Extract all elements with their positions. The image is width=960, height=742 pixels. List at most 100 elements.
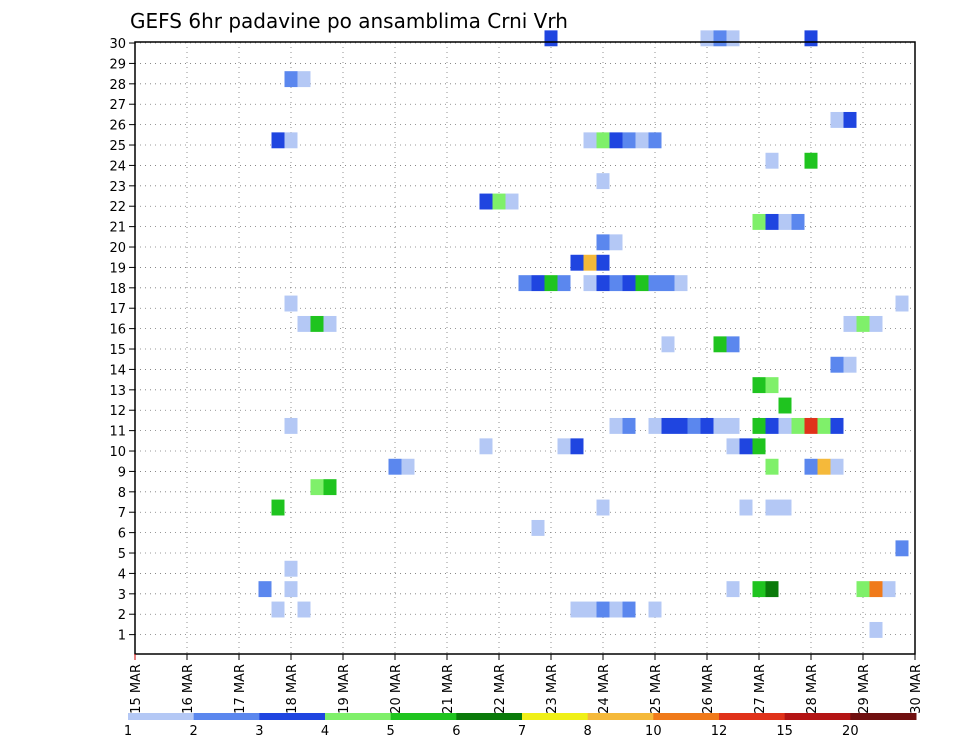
y-tick-label: 26 xyxy=(109,119,126,134)
y-tick-label: 18 xyxy=(109,282,126,297)
colorbar-label: 5 xyxy=(387,724,395,739)
colorbar-label: 2 xyxy=(190,724,198,739)
y-tick-label: 22 xyxy=(109,200,126,215)
heatmap-cell xyxy=(557,275,571,292)
y-tick-label: 3 xyxy=(118,588,126,603)
heatmap-cell xyxy=(648,601,662,618)
colorbar-label: 6 xyxy=(452,724,460,739)
x-tick-label: 30 MAR xyxy=(909,664,924,714)
heatmap-cell xyxy=(297,601,311,618)
heatmap-cell xyxy=(830,111,844,128)
heatmap-cell xyxy=(284,71,298,88)
heatmap-cell xyxy=(869,621,883,638)
colorbar-swatch xyxy=(850,713,917,720)
heatmap-cell xyxy=(583,601,597,618)
heatmap-cell xyxy=(284,581,298,598)
y-tick-label: 19 xyxy=(109,261,126,276)
heatmap-cell xyxy=(310,479,324,496)
colorbar-swatch xyxy=(193,713,260,720)
y-tick-label: 5 xyxy=(118,547,126,562)
heatmap-cell xyxy=(531,519,545,536)
heatmap-cell xyxy=(765,499,779,516)
heatmap-cell xyxy=(297,315,311,332)
x-tick-label: 22 MAR xyxy=(493,664,508,714)
chart-title: GEFS 6hr padavine po ansamblima Crni Vrh xyxy=(130,9,568,33)
y-tick-label: 29 xyxy=(109,57,126,72)
heatmap-cell xyxy=(856,315,870,332)
heatmap-cell xyxy=(765,581,779,598)
y-tick-label: 20 xyxy=(109,241,126,256)
heatmap-cell xyxy=(726,417,740,434)
y-tick-label: 23 xyxy=(109,180,126,195)
colorbar-swatch xyxy=(587,713,654,720)
y-tick-label: 8 xyxy=(118,486,126,501)
heatmap-cell xyxy=(869,581,883,598)
heatmap-cell xyxy=(479,193,493,210)
grid xyxy=(134,42,916,654)
heatmap-cell xyxy=(804,30,818,47)
y-tick-label: 13 xyxy=(109,384,126,399)
heatmap-cell xyxy=(830,417,844,434)
heatmap-cell xyxy=(765,152,779,169)
colorbar-label: 7 xyxy=(518,724,526,739)
y-axis: 1234567891011121314151617181920212223242… xyxy=(109,37,135,644)
heatmap-cell xyxy=(765,213,779,230)
heatmap-cell xyxy=(726,336,740,353)
heatmap-cell xyxy=(609,275,623,292)
heatmap-cell xyxy=(570,254,584,271)
heatmap-cell xyxy=(609,132,623,149)
y-tick-label: 25 xyxy=(109,139,126,154)
heatmap-cell xyxy=(713,30,727,47)
colorbar-swatch xyxy=(325,713,392,720)
heatmap-cell xyxy=(687,417,701,434)
heatmap-cell xyxy=(622,132,636,149)
heatmap-cell xyxy=(622,275,636,292)
y-tick-label: 16 xyxy=(109,323,126,338)
heatmap-cell xyxy=(778,417,792,434)
heatmap-cell xyxy=(752,377,766,394)
y-tick-label: 27 xyxy=(109,98,126,113)
y-tick-label: 11 xyxy=(109,425,126,440)
heatmap-cell xyxy=(726,581,740,598)
heatmap-cell xyxy=(284,417,298,434)
heatmap-cell xyxy=(700,417,714,434)
heatmap-cell xyxy=(297,71,311,88)
plot-frame xyxy=(134,41,916,655)
cells xyxy=(258,30,909,638)
y-tick-label: 4 xyxy=(118,567,126,582)
x-tick-label: 27 MAR xyxy=(753,664,768,714)
heatmap-cell xyxy=(674,275,688,292)
heatmap-cell xyxy=(271,499,285,516)
y-tick-label: 1 xyxy=(118,629,126,644)
x-tick-label: 29 MAR xyxy=(857,664,872,714)
heatmap-cell xyxy=(557,438,571,455)
x-tick-label: 23 MAR xyxy=(545,664,560,714)
heatmap-cell xyxy=(596,132,610,149)
heatmap-cell xyxy=(843,356,857,373)
heatmap-cell xyxy=(609,601,623,618)
heatmap-cell xyxy=(700,30,714,47)
heatmap-cell xyxy=(752,438,766,455)
heatmap-cell xyxy=(648,417,662,434)
heatmap-cell xyxy=(765,417,779,434)
heatmap-cell xyxy=(479,438,493,455)
x-tick-label: 26 MAR xyxy=(701,664,716,714)
y-tick-label: 14 xyxy=(109,363,126,378)
colorbar-label: 1 xyxy=(124,724,132,739)
colorbar-swatch xyxy=(522,713,589,720)
colorbar-swatch xyxy=(390,713,457,720)
colorbar-label: 12 xyxy=(711,724,728,739)
y-tick-label: 21 xyxy=(109,221,126,236)
heatmap-cell xyxy=(596,173,610,190)
heatmap-cell xyxy=(609,417,623,434)
heatmap-cell xyxy=(778,397,792,414)
heatmap-cell xyxy=(284,295,298,312)
heatmap-cell xyxy=(622,417,636,434)
x-tick-label: 20 MAR xyxy=(389,664,404,714)
heatmap-cell xyxy=(570,601,584,618)
heatmap-cell xyxy=(804,417,818,434)
heatmap-cell xyxy=(661,417,675,434)
colorbar-swatch xyxy=(653,713,720,720)
heatmap-cell xyxy=(869,315,883,332)
